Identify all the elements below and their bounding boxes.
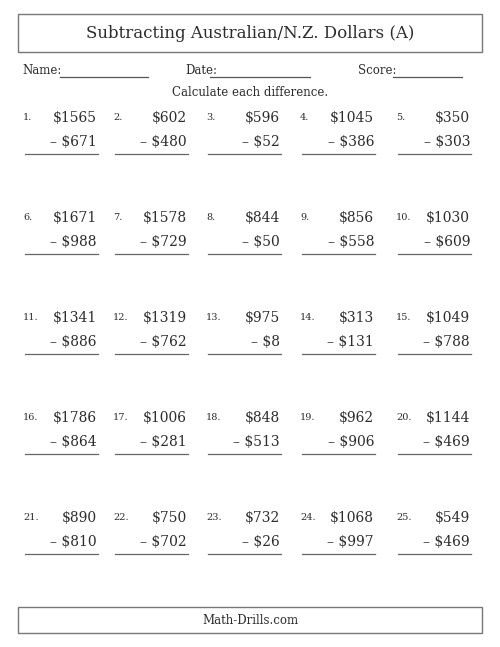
- Text: 3.: 3.: [206, 113, 216, 122]
- Text: 1.: 1.: [23, 113, 32, 122]
- Text: 7.: 7.: [113, 213, 122, 222]
- Text: $1578: $1578: [143, 211, 187, 225]
- Text: 14.: 14.: [300, 313, 316, 322]
- Text: 15.: 15.: [396, 313, 411, 322]
- Text: 22.: 22.: [113, 513, 128, 522]
- Text: Score:: Score:: [358, 63, 397, 76]
- Text: – $50: – $50: [242, 235, 280, 249]
- Text: Subtracting Australian/N.Z. Dollars (A): Subtracting Australian/N.Z. Dollars (A): [86, 25, 414, 41]
- Text: Calculate each difference.: Calculate each difference.: [172, 85, 328, 98]
- Text: – $469: – $469: [424, 535, 470, 549]
- Text: – $906: – $906: [328, 435, 374, 449]
- Text: – $558: – $558: [328, 235, 374, 249]
- Text: 18.: 18.: [206, 413, 222, 422]
- Text: $890: $890: [62, 511, 97, 525]
- Text: 11.: 11.: [23, 313, 38, 322]
- Text: – $609: – $609: [424, 235, 470, 249]
- Text: $750: $750: [152, 511, 187, 525]
- Text: 13.: 13.: [206, 313, 222, 322]
- Text: – $762: – $762: [140, 335, 187, 349]
- Text: – $480: – $480: [140, 135, 187, 149]
- Text: 23.: 23.: [206, 513, 222, 522]
- Bar: [18, 14, 482, 52]
- Text: – $469: – $469: [424, 435, 470, 449]
- Text: 25.: 25.: [396, 513, 411, 522]
- Bar: [18, 607, 482, 633]
- Text: – $729: – $729: [140, 235, 187, 249]
- Text: 24.: 24.: [300, 513, 316, 522]
- Text: $1030: $1030: [426, 211, 470, 225]
- Text: – $988: – $988: [50, 235, 97, 249]
- Text: $1068: $1068: [330, 511, 374, 525]
- Text: $1565: $1565: [53, 111, 97, 125]
- Text: – $26: – $26: [242, 535, 280, 549]
- Text: – $303: – $303: [424, 135, 470, 149]
- Text: – $997: – $997: [328, 535, 374, 549]
- Text: $313: $313: [339, 311, 374, 325]
- Text: $844: $844: [244, 211, 280, 225]
- Text: – $513: – $513: [234, 435, 280, 449]
- Text: $602: $602: [152, 111, 187, 125]
- Text: 16.: 16.: [23, 413, 38, 422]
- Text: 9.: 9.: [300, 213, 309, 222]
- Text: – $281: – $281: [140, 435, 187, 449]
- Text: $1144: $1144: [426, 411, 470, 425]
- Text: 19.: 19.: [300, 413, 316, 422]
- Text: – $788: – $788: [424, 335, 470, 349]
- Text: $1671: $1671: [53, 211, 97, 225]
- Text: – $702: – $702: [140, 535, 187, 549]
- Text: 8.: 8.: [206, 213, 215, 222]
- Text: $1341: $1341: [53, 311, 97, 325]
- Text: $1319: $1319: [143, 311, 187, 325]
- Text: 12.: 12.: [113, 313, 128, 322]
- Text: – $52: – $52: [242, 135, 280, 149]
- Text: Name:: Name:: [22, 63, 62, 76]
- Text: Math-Drills.com: Math-Drills.com: [202, 613, 298, 626]
- Text: $1006: $1006: [143, 411, 187, 425]
- Text: Date:: Date:: [185, 63, 217, 76]
- Text: $549: $549: [435, 511, 470, 525]
- Text: – $810: – $810: [50, 535, 97, 549]
- Text: $1786: $1786: [53, 411, 97, 425]
- Text: $848: $848: [245, 411, 280, 425]
- Text: 21.: 21.: [23, 513, 38, 522]
- Text: $1049: $1049: [426, 311, 470, 325]
- Text: 20.: 20.: [396, 413, 411, 422]
- Text: $962: $962: [339, 411, 374, 425]
- Text: $856: $856: [339, 211, 374, 225]
- Text: – $386: – $386: [328, 135, 374, 149]
- Text: – $886: – $886: [50, 335, 97, 349]
- Text: – $864: – $864: [50, 435, 97, 449]
- Text: $1045: $1045: [330, 111, 374, 125]
- Text: – $671: – $671: [50, 135, 97, 149]
- Text: 10.: 10.: [396, 213, 411, 222]
- Text: $732: $732: [245, 511, 280, 525]
- Text: – $131: – $131: [327, 335, 374, 349]
- Text: 5.: 5.: [396, 113, 405, 122]
- Text: 17.: 17.: [113, 413, 128, 422]
- Text: 4.: 4.: [300, 113, 310, 122]
- Text: – $8: – $8: [251, 335, 280, 349]
- Text: 2.: 2.: [113, 113, 122, 122]
- Text: 6.: 6.: [23, 213, 32, 222]
- Text: $350: $350: [435, 111, 470, 125]
- Text: $975: $975: [245, 311, 280, 325]
- Text: $596: $596: [245, 111, 280, 125]
